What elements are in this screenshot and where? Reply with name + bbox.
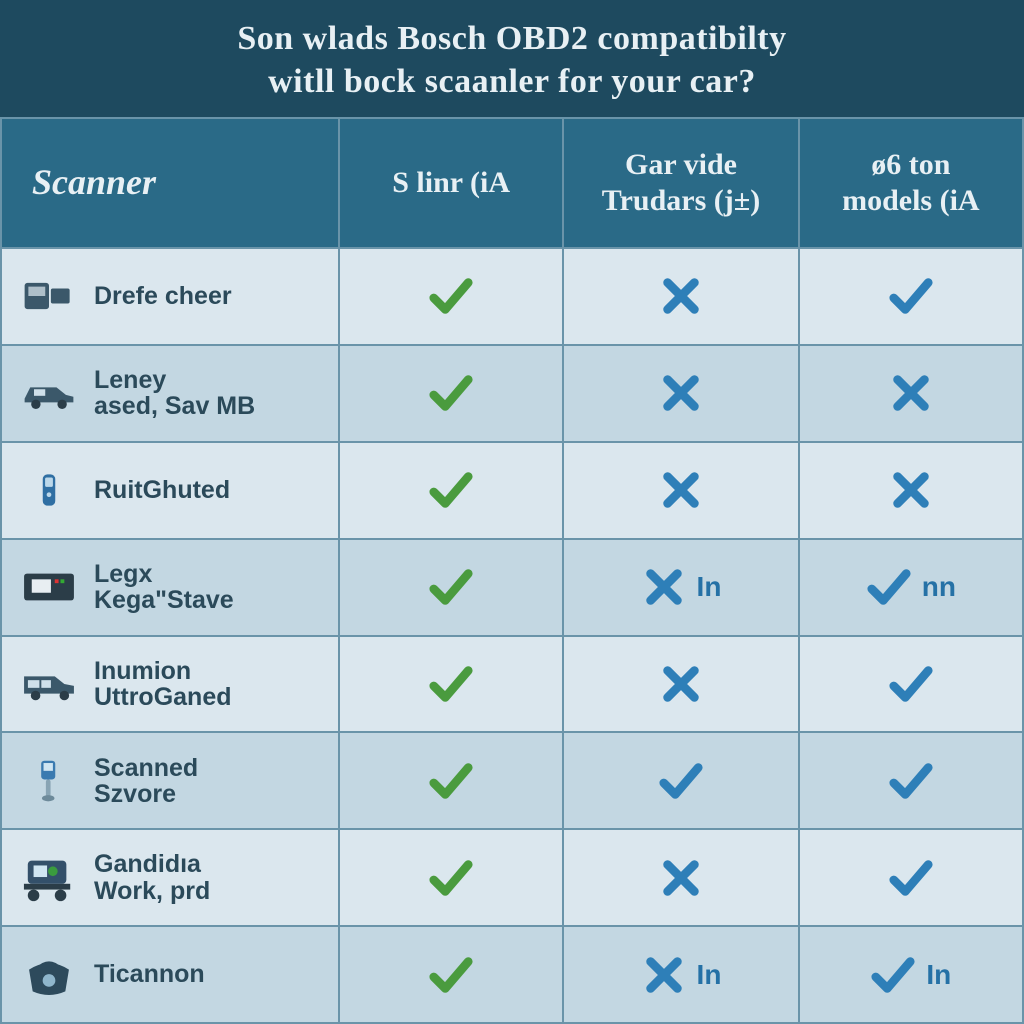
row-label-cell: InumionUttroGaned	[2, 637, 340, 732]
compat-cell	[800, 346, 1022, 441]
compat-cell: In	[564, 927, 799, 1022]
column-header-3: ø6 tonmodels (iA	[800, 119, 1022, 247]
compat-cell	[564, 637, 799, 732]
check-icon	[428, 273, 474, 319]
compat-cell	[564, 443, 799, 538]
cross-icon	[888, 370, 934, 416]
table-row: RuitGhuted	[2, 441, 1022, 538]
column-header-2-label: Gar videTrudars (j±)	[594, 147, 768, 219]
table-row: Drefe cheer	[2, 247, 1022, 344]
row-label-cell: Ticannon	[2, 927, 340, 1022]
table-row: GandidıaWork, prd	[2, 828, 1022, 925]
check-icon	[428, 855, 474, 901]
compat-cell	[340, 927, 564, 1022]
diag-cart-icon	[16, 850, 82, 906]
row-label-text: Drefe cheer	[94, 283, 232, 309]
check-icon	[428, 467, 474, 513]
table-row: Ticannon In In	[2, 925, 1022, 1022]
compat-cell	[800, 443, 1022, 538]
row-label-text: Ticannon	[94, 961, 205, 987]
row-label-text: Leneyased, Sav MB	[94, 367, 255, 420]
check-icon	[428, 661, 474, 707]
cross-icon	[658, 273, 704, 319]
check-icon	[658, 758, 704, 804]
table-row: LegxKega"Stave In nn	[2, 538, 1022, 635]
title-line-1: Son wlads Bosch OBD2 compatibilty	[237, 20, 786, 57]
row-label-text: GandidıaWork, prd	[94, 851, 210, 904]
check-icon	[428, 758, 474, 804]
row-label-cell: RuitGhuted	[2, 443, 340, 538]
cross-icon: In	[641, 952, 722, 998]
table-row: ScannedSzvore	[2, 731, 1022, 828]
compat-cell	[340, 443, 564, 538]
cell-suffix: nn	[922, 571, 956, 603]
dash-display-icon	[16, 559, 82, 615]
cell-suffix: In	[926, 959, 951, 991]
table-row: Leneyased, Sav MB	[2, 344, 1022, 441]
compat-cell	[564, 830, 799, 925]
compat-cell	[800, 733, 1022, 828]
compat-cell	[800, 830, 1022, 925]
row-label-cell: ScannedSzvore	[2, 733, 340, 828]
compat-cell: In	[800, 927, 1022, 1022]
van-icon	[16, 656, 82, 712]
compat-cell	[564, 733, 799, 828]
cross-icon	[888, 467, 934, 513]
check-icon: In	[870, 952, 951, 998]
scan-tool-icon	[16, 753, 82, 809]
column-header-scanner: Scanner	[2, 119, 340, 247]
row-label-text: LegxKega"Stave	[94, 561, 234, 614]
row-label-text: InumionUttroGaned	[94, 658, 232, 711]
cross-icon	[658, 855, 704, 901]
check-icon	[888, 855, 934, 901]
compat-cell	[340, 346, 564, 441]
column-header-1-label: S linr (iA	[384, 165, 518, 201]
table-header-row: Scanner S linr (iA Gar videTrudars (j±) …	[2, 119, 1022, 247]
cell-suffix: In	[697, 571, 722, 603]
compat-cell	[340, 830, 564, 925]
check-icon	[428, 370, 474, 416]
compat-cell: nn	[800, 540, 1022, 635]
compat-cell	[340, 540, 564, 635]
check-icon	[428, 952, 474, 998]
column-header-1: S linr (iA	[340, 119, 564, 247]
compat-cell: In	[564, 540, 799, 635]
compat-cell	[800, 637, 1022, 732]
cross-icon: In	[641, 564, 722, 610]
row-label-text: ScannedSzvore	[94, 755, 198, 808]
row-label-cell: Drefe cheer	[2, 249, 340, 344]
cross-icon	[658, 370, 704, 416]
compat-cell	[800, 249, 1022, 344]
table-row: InumionUttroGaned	[2, 635, 1022, 732]
cross-icon	[658, 467, 704, 513]
check-icon	[888, 661, 934, 707]
cross-icon	[658, 661, 704, 707]
check-icon	[888, 273, 934, 319]
check-icon	[888, 758, 934, 804]
row-label-text: RuitGhuted	[94, 477, 230, 503]
compat-cell	[340, 733, 564, 828]
scanner-device-icon	[16, 268, 82, 324]
bag-device-icon	[16, 947, 82, 1003]
compat-cell	[340, 637, 564, 732]
compat-cell	[564, 346, 799, 441]
page-title: Son wlads Bosch OBD2 compatibilty witll …	[0, 0, 1024, 117]
column-header-3-label: ø6 tonmodels (iA	[834, 147, 988, 219]
compatibility-table: Scanner S linr (iA Gar videTrudars (j±) …	[0, 117, 1024, 1024]
check-icon	[428, 564, 474, 610]
row-label-cell: LegxKega"Stave	[2, 540, 340, 635]
row-label-cell: GandidıaWork, prd	[2, 830, 340, 925]
obd-handheld-icon	[16, 462, 82, 518]
compat-cell	[340, 249, 564, 344]
car-side-icon	[16, 365, 82, 421]
title-line-2: witll bock scaanler for your car?	[268, 63, 756, 100]
compat-cell	[564, 249, 799, 344]
check-icon: nn	[866, 564, 956, 610]
row-label-cell: Leneyased, Sav MB	[2, 346, 340, 441]
cell-suffix: In	[697, 959, 722, 991]
column-header-2: Gar videTrudars (j±)	[564, 119, 799, 247]
